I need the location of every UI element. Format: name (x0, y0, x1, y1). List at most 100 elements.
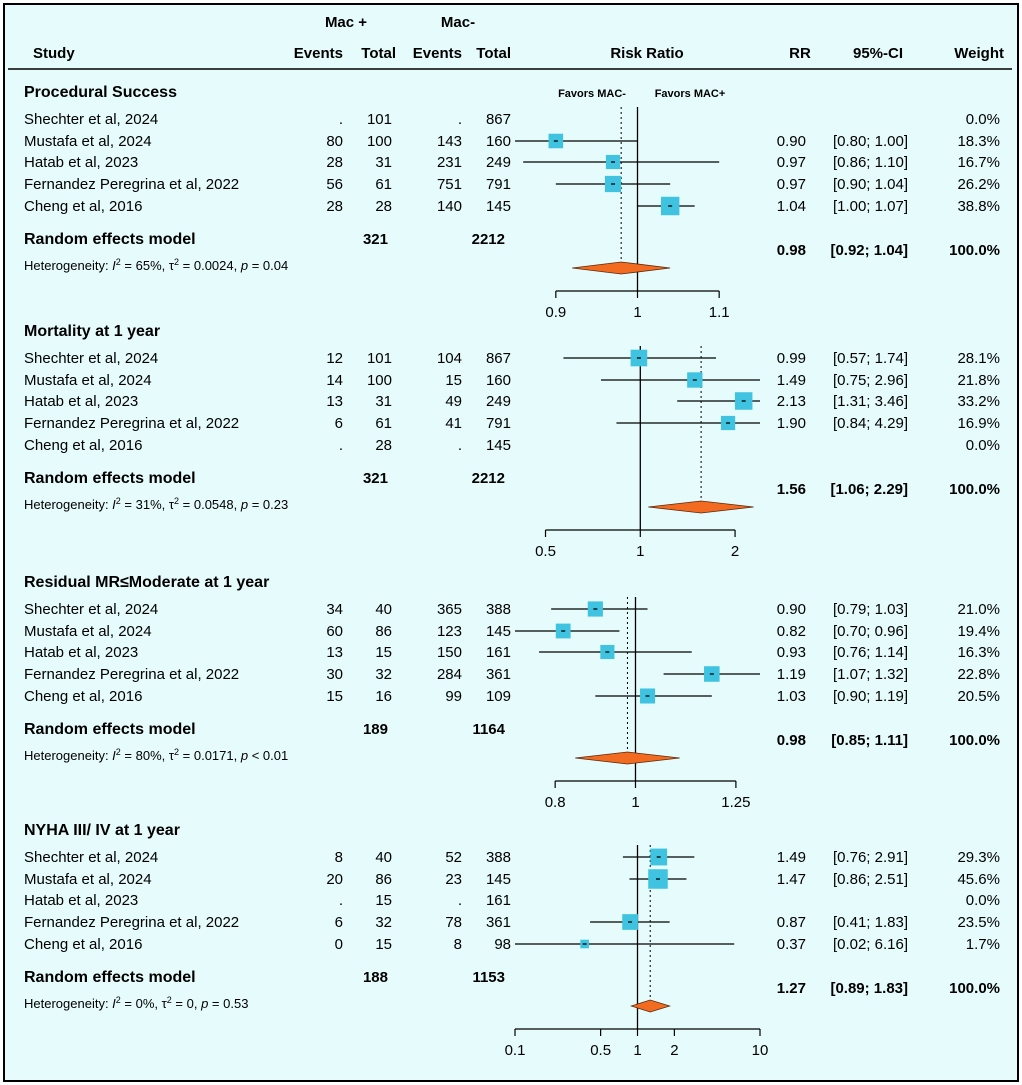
study-total-mac-plus: 28 (375, 437, 392, 454)
study-total-mac-plus: 61 (375, 176, 392, 193)
x-axis-tick-label: 0.1 (505, 1042, 526, 1059)
heterogeneity-text: Heterogeneity: I2 = 0%, τ2 = 0, p = 0.53 (24, 995, 248, 1011)
study-total-mac-minus: 161 (486, 892, 511, 909)
model-total-mac-minus: 1164 (472, 721, 505, 738)
favors-right-label: Favors MAC+ (655, 88, 726, 100)
study-name: Fernandez Peregrina et al, 2022 (24, 914, 239, 931)
pooled-diamond (572, 261, 671, 275)
study-events-mac-plus: 56 (326, 176, 343, 193)
x-axis-tick-label: 2 (731, 543, 739, 560)
study-total-mac-minus: 249 (486, 393, 511, 410)
study-rr: 0.37 (777, 936, 806, 953)
study-events-mac-minus: 49 (445, 393, 462, 410)
study-total-mac-minus: 867 (486, 350, 511, 367)
section-title: Procedural Success (24, 84, 177, 101)
header-events1: Events (294, 45, 343, 62)
study-rr: 0.90 (777, 133, 806, 150)
header-group2: Mac- (441, 14, 475, 31)
section-title: NYHA III/ IV at 1 year (24, 822, 180, 839)
study-total-mac-plus: 40 (375, 849, 392, 866)
study-events-mac-minus: 52 (445, 849, 462, 866)
heterogeneity-text: Heterogeneity: I2 = 65%, τ2 = 0.0024, p … (24, 257, 288, 273)
study-events-mac-minus: 751 (437, 176, 462, 193)
x-axis-tick-label: 1 (631, 794, 639, 811)
heterogeneity-text: Heterogeneity: I2 = 80%, τ2 = 0.0171, p … (24, 747, 288, 763)
model-ci: [1.06; 2.29] (830, 481, 908, 498)
study-name: Mustafa et al, 2024 (24, 623, 152, 640)
study-total-mac-minus: 145 (486, 871, 511, 888)
study-events-mac-minus: 8 (454, 936, 462, 953)
model-rr: 0.98 (777, 242, 806, 259)
study-total-mac-minus: 791 (486, 176, 511, 193)
study-ci: [0.90; 1.04] (833, 176, 908, 193)
study-total-mac-minus: 791 (486, 415, 511, 432)
model-total-mac-plus: 321 (363, 231, 388, 248)
study-events-mac-plus: 14 (326, 372, 343, 389)
x-axis-tick-label: 1 (633, 304, 641, 321)
study-weight: 0.0% (966, 892, 1000, 909)
study-name: Shechter et al, 2024 (24, 849, 158, 866)
header-rr: RR (789, 45, 811, 62)
study-weight: 29.3% (957, 849, 1000, 866)
study-events-mac-minus: 41 (445, 415, 462, 432)
study-total-mac-plus: 86 (375, 871, 392, 888)
study-ci: [0.76; 1.14] (833, 644, 908, 661)
study-name: Hatab et al, 2023 (24, 644, 138, 661)
study-total-mac-plus: 101 (367, 350, 392, 367)
model-weight: 100.0% (949, 481, 1000, 498)
study-total-mac-plus: 61 (375, 415, 392, 432)
study-ci: [1.07; 1.32] (833, 666, 908, 683)
study-events-mac-plus: 34 (326, 601, 343, 618)
header-total1: Total (361, 45, 396, 62)
x-axis-tick-label: 1 (633, 1042, 641, 1059)
heterogeneity-text: Heterogeneity: I2 = 31%, τ2 = 0.0548, p … (24, 496, 288, 512)
x-axis-tick-label: 0.5 (590, 1042, 611, 1059)
study-ci: [0.75; 2.96] (833, 372, 908, 389)
study-ci: [0.02; 6.16] (833, 936, 908, 953)
study-rr: 1.04 (777, 198, 806, 215)
study-total-mac-minus: 145 (486, 437, 511, 454)
study-weight: 16.3% (957, 644, 1000, 661)
study-total-mac-minus: 361 (486, 914, 511, 931)
study-rr: 1.90 (777, 415, 806, 432)
study-events-mac-minus: 231 (437, 154, 462, 171)
study-events-mac-plus: 6 (335, 914, 343, 931)
header-risk-ratio: Risk Ratio (610, 45, 683, 62)
study-weight: 19.4% (957, 623, 1000, 640)
study-rr: 1.47 (777, 871, 806, 888)
study-events-mac-minus: 284 (437, 666, 462, 683)
pooled-diamond (648, 500, 754, 514)
study-total-mac-minus: 160 (486, 372, 511, 389)
study-weight: 21.0% (957, 601, 1000, 618)
study-total-mac-minus: 145 (486, 198, 511, 215)
x-axis-tick-label: 2 (670, 1042, 678, 1059)
study-weight: 45.6% (957, 871, 1000, 888)
model-weight: 100.0% (949, 980, 1000, 997)
study-weight: 26.2% (957, 176, 1000, 193)
study-name: Cheng et al, 2016 (24, 198, 142, 215)
study-ci: [1.31; 3.46] (833, 393, 908, 410)
study-total-mac-plus: 86 (375, 623, 392, 640)
study-weight: 38.8% (957, 198, 1000, 215)
x-axis-tick-label: 1.1 (709, 304, 730, 321)
study-events-mac-minus: 99 (445, 688, 462, 705)
favors-left-label: Favors MAC- (558, 88, 626, 100)
study-events-mac-plus: 0 (335, 936, 343, 953)
study-events-mac-plus: 28 (326, 154, 343, 171)
header-study: Study (33, 45, 75, 62)
study-total-mac-plus: 31 (375, 393, 392, 410)
study-events-mac-minus: 15 (445, 372, 462, 389)
study-total-mac-plus: 100 (367, 133, 392, 150)
study-total-mac-plus: 32 (375, 666, 392, 683)
study-events-mac-minus: 150 (437, 644, 462, 661)
study-name: Fernandez Peregrina et al, 2022 (24, 176, 239, 193)
study-events-mac-plus: 28 (326, 198, 343, 215)
study-total-mac-plus: 16 (375, 688, 392, 705)
study-weight: 21.8% (957, 372, 1000, 389)
model-ci: [0.85; 1.11] (831, 732, 908, 749)
study-total-mac-minus: 867 (486, 111, 511, 128)
study-ci: [0.90; 1.19] (833, 688, 908, 705)
x-axis-tick-label: 1.25 (721, 794, 750, 811)
study-weight: 23.5% (957, 914, 1000, 931)
